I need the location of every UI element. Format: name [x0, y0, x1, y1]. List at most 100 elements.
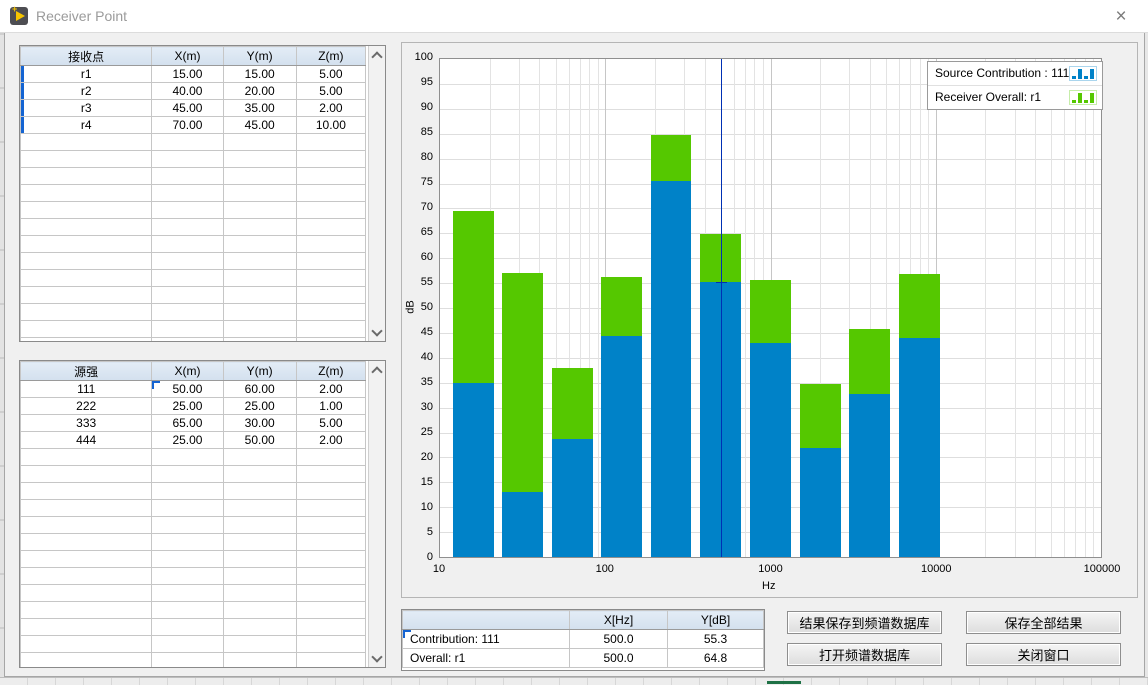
table-cell[interactable]	[223, 270, 296, 287]
table-cell[interactable]	[223, 338, 296, 343]
table-cell[interactable]	[152, 517, 223, 534]
scroll-up-icon[interactable]	[369, 46, 385, 63]
close-window-button[interactable]: 关闭窗口	[966, 643, 1121, 666]
table-cell[interactable]	[152, 619, 223, 636]
table-cell[interactable]	[296, 219, 365, 236]
table-cell[interactable]	[296, 270, 365, 287]
table-cell[interactable]	[21, 287, 152, 304]
table-cell[interactable]	[296, 321, 365, 338]
table-cell[interactable]	[21, 253, 152, 270]
table-cell[interactable]	[21, 321, 152, 338]
table-cell[interactable]: 5.00	[296, 66, 365, 83]
table-cell[interactable]	[152, 287, 223, 304]
table-cell[interactable]: Overall: r1	[403, 649, 570, 668]
table-cell[interactable]	[223, 449, 296, 466]
table-cell[interactable]: 222	[21, 398, 152, 415]
table-cell[interactable]	[296, 134, 365, 151]
table-cell[interactable]: r3	[21, 100, 152, 117]
table-cell[interactable]: 25.00	[223, 398, 296, 415]
legend-entry-overall[interactable]: Receiver Overall: r1	[928, 85, 1102, 109]
table-cell[interactable]	[223, 602, 296, 619]
table-cell[interactable]	[223, 568, 296, 585]
table-cell[interactable]	[223, 321, 296, 338]
table-cell[interactable]: 111	[21, 381, 152, 398]
table-cell[interactable]: 50.00	[223, 432, 296, 449]
table-cell[interactable]	[152, 185, 223, 202]
table-cell[interactable]	[296, 466, 365, 483]
table-cell[interactable]: 55.3	[668, 630, 764, 649]
table-cell[interactable]	[152, 304, 223, 321]
table-cell[interactable]	[296, 653, 365, 669]
table-cell[interactable]	[21, 517, 152, 534]
table-cell[interactable]: 25.00	[152, 432, 223, 449]
table-cell[interactable]	[21, 483, 152, 500]
table-cell[interactable]	[152, 568, 223, 585]
table-cell[interactable]	[21, 466, 152, 483]
chart-legend[interactable]: Source Contribution : 111 Receiver Overa…	[927, 61, 1103, 110]
table-cell[interactable]	[296, 500, 365, 517]
table-cell[interactable]	[21, 449, 152, 466]
table-cell[interactable]: 20.00	[223, 83, 296, 100]
table-cell[interactable]	[152, 134, 223, 151]
table-cell[interactable]	[223, 500, 296, 517]
table-cell[interactable]: 10.00	[296, 117, 365, 134]
open-spectrum-db-button[interactable]: 打开频谱数据库	[787, 643, 942, 666]
table-cell[interactable]	[296, 551, 365, 568]
table-cell[interactable]	[152, 636, 223, 653]
table-cell[interactable]: 500.0	[570, 649, 668, 668]
table-cell[interactable]	[21, 500, 152, 517]
table-cell[interactable]: r2	[21, 83, 152, 100]
table-cell[interactable]	[296, 636, 365, 653]
table-cell[interactable]	[296, 517, 365, 534]
table-cell[interactable]	[21, 236, 152, 253]
table-cell[interactable]	[223, 636, 296, 653]
table-cell[interactable]	[223, 304, 296, 321]
table-cell[interactable]	[152, 449, 223, 466]
table-cell[interactable]	[21, 168, 152, 185]
table-cell[interactable]: 30.00	[223, 415, 296, 432]
cursor-readout-table[interactable]: X[Hz]Y[dB] Contribution: 111500.055.3Ove…	[402, 610, 764, 668]
plot-area[interactable]	[439, 58, 1102, 558]
table-cell[interactable]	[21, 151, 152, 168]
table-cell[interactable]	[21, 636, 152, 653]
receiver-table[interactable]: 接收点X(m)Y(m)Z(m) r115.0015.005.00r240.002…	[20, 46, 366, 342]
table-cell[interactable]	[296, 483, 365, 500]
table-cell[interactable]	[21, 270, 152, 287]
table-cell[interactable]: 70.00	[152, 117, 223, 134]
table-cell[interactable]	[223, 219, 296, 236]
table-cell[interactable]	[152, 585, 223, 602]
table-cell[interactable]: 5.00	[296, 415, 365, 432]
table-cell[interactable]	[21, 185, 152, 202]
table-cell[interactable]	[223, 253, 296, 270]
table-cell[interactable]	[223, 236, 296, 253]
table-cell[interactable]: 60.00	[223, 381, 296, 398]
table-cell[interactable]	[296, 534, 365, 551]
table-cell[interactable]: 35.00	[223, 100, 296, 117]
chart-cursor[interactable]	[721, 59, 722, 557]
table-cell[interactable]	[152, 500, 223, 517]
table-cell[interactable]	[21, 568, 152, 585]
table-cell[interactable]: 40.00	[152, 83, 223, 100]
table-cell[interactable]: r1	[21, 66, 152, 83]
table-cell[interactable]	[223, 466, 296, 483]
table-cell[interactable]	[152, 534, 223, 551]
table-cell[interactable]	[21, 653, 152, 669]
scroll-up-icon[interactable]	[369, 361, 385, 378]
scroll-down-icon[interactable]	[369, 650, 385, 667]
table-cell[interactable]	[152, 202, 223, 219]
table-cell[interactable]: 15.00	[223, 66, 296, 83]
table-cell[interactable]	[152, 270, 223, 287]
save-all-results-button[interactable]: 保存全部结果	[966, 611, 1121, 634]
table-cell[interactable]	[21, 304, 152, 321]
table-cell[interactable]	[21, 134, 152, 151]
table-cell[interactable]: 15.00	[152, 66, 223, 83]
table-cell[interactable]: 2.00	[296, 100, 365, 117]
save-to-spectrum-db-button[interactable]: 结果保存到频谱数据库	[787, 611, 942, 634]
table-cell[interactable]	[21, 338, 152, 343]
table-cell[interactable]	[152, 236, 223, 253]
table-cell[interactable]: 45.00	[152, 100, 223, 117]
titlebar[interactable]: Receiver Point ×	[0, 0, 1148, 33]
scroll-down-icon[interactable]	[369, 324, 385, 341]
table-cell[interactable]	[21, 585, 152, 602]
table-cell[interactable]	[21, 551, 152, 568]
